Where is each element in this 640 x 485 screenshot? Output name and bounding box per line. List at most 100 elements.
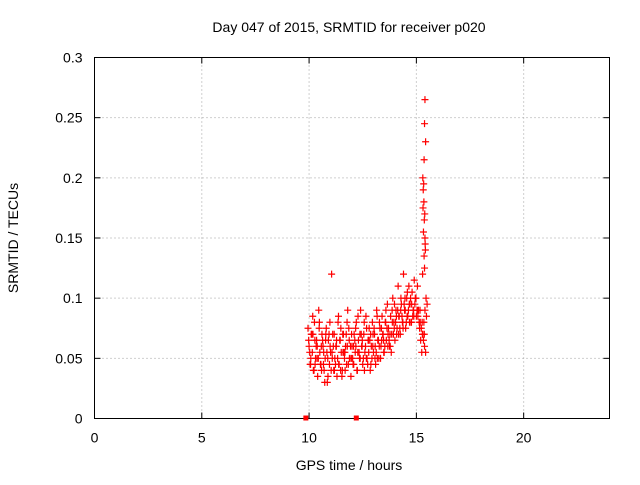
data-point: [419, 270, 427, 278]
data-point: [380, 336, 388, 344]
data-point: [419, 336, 427, 344]
data-point: [326, 318, 334, 326]
data-point: [410, 276, 418, 284]
data-point: [315, 324, 323, 332]
data-point: [392, 312, 400, 320]
data-point: [375, 342, 383, 350]
axis-ticks: 0 5 10 15 20 0 0.05 0.1 0.15 0.2 0.25 0.3: [55, 50, 610, 446]
data-point: [375, 318, 383, 326]
data-point: [403, 312, 411, 320]
data-point: [421, 342, 429, 350]
data-point: [347, 354, 355, 362]
data-point: [390, 300, 398, 308]
data-point: [345, 324, 353, 332]
data-point: [417, 324, 425, 332]
data-point: [422, 294, 430, 302]
data-point: [354, 348, 362, 356]
data-point: [382, 318, 390, 326]
data-point: [338, 372, 346, 380]
y-tick-label: 0.1: [63, 290, 83, 306]
data-point: [418, 318, 426, 326]
data-point: [419, 174, 427, 182]
data-point: [305, 336, 313, 344]
data-point: [410, 306, 418, 314]
data-point: [394, 282, 402, 290]
data-point: [368, 318, 376, 326]
data-point: [327, 366, 335, 374]
data-point: [334, 354, 342, 362]
data-point: [370, 324, 378, 332]
data-point: [421, 264, 429, 272]
data-point: [364, 360, 372, 368]
data-point: [306, 348, 314, 356]
data-point: [392, 318, 400, 326]
data-point: [352, 318, 360, 326]
data-point: [332, 342, 340, 350]
data-point: [336, 336, 344, 344]
data-point: [387, 348, 395, 356]
data-point: [421, 96, 429, 104]
data-point: [422, 312, 430, 320]
data-point: [379, 330, 387, 338]
data-point: [367, 330, 375, 338]
data-point: [324, 372, 332, 380]
data-point: [384, 342, 392, 350]
data-point: [328, 348, 336, 356]
x-tick-label: 10: [301, 430, 317, 446]
data-point: [371, 354, 379, 362]
data-point: [314, 372, 322, 380]
data-points: [304, 96, 431, 386]
data-point: [324, 354, 332, 362]
y-tick-label: 0.05: [55, 350, 82, 366]
data-point: [419, 186, 427, 194]
data-point: [362, 354, 370, 362]
data-point: [369, 342, 377, 350]
data-point: [416, 306, 424, 314]
y-tick-label: 0.3: [63, 50, 83, 66]
data-point: [334, 312, 342, 320]
data-point: [330, 330, 338, 338]
data-point: [319, 360, 327, 368]
data-point: [365, 348, 373, 356]
data-point: [373, 312, 381, 320]
baseline-marker: [303, 415, 309, 421]
data-point: [420, 330, 428, 338]
data-point: [420, 216, 428, 224]
data-point: [421, 246, 429, 254]
y-tick-label: 0.2: [63, 170, 83, 186]
data-point: [382, 306, 390, 314]
chart-title: Day 047 of 2015, SRMTID for receiver p02…: [212, 19, 485, 35]
data-point: [358, 342, 366, 350]
data-point: [360, 366, 368, 374]
data-point: [386, 330, 394, 338]
data-point: [344, 306, 352, 314]
data-point: [328, 270, 336, 278]
data-point: [352, 324, 360, 332]
data-point: [305, 342, 313, 350]
data-point: [389, 294, 397, 302]
data-point: [357, 306, 365, 314]
data-point: [356, 330, 364, 338]
data-point: [341, 348, 349, 356]
data-point: [377, 324, 385, 332]
x-tick-label: 20: [516, 430, 532, 446]
x-tick-label: 0: [91, 430, 99, 446]
data-point: [358, 336, 366, 344]
data-point: [350, 342, 358, 350]
x-axis-label: GPS time / hours: [296, 457, 403, 473]
data-point: [372, 348, 380, 356]
data-point: [353, 366, 361, 374]
data-point: [419, 204, 427, 212]
data-point: [311, 336, 319, 344]
data-point: [403, 288, 411, 296]
data-point: [315, 318, 323, 326]
x-tick-label: 5: [198, 430, 206, 446]
data-point: [421, 234, 429, 242]
data-point: [400, 270, 407, 278]
data-point: [307, 360, 315, 368]
data-point: [423, 300, 431, 308]
y-tick-label: 0.15: [55, 230, 82, 246]
data-point: [339, 330, 347, 338]
data-point: [421, 240, 429, 248]
